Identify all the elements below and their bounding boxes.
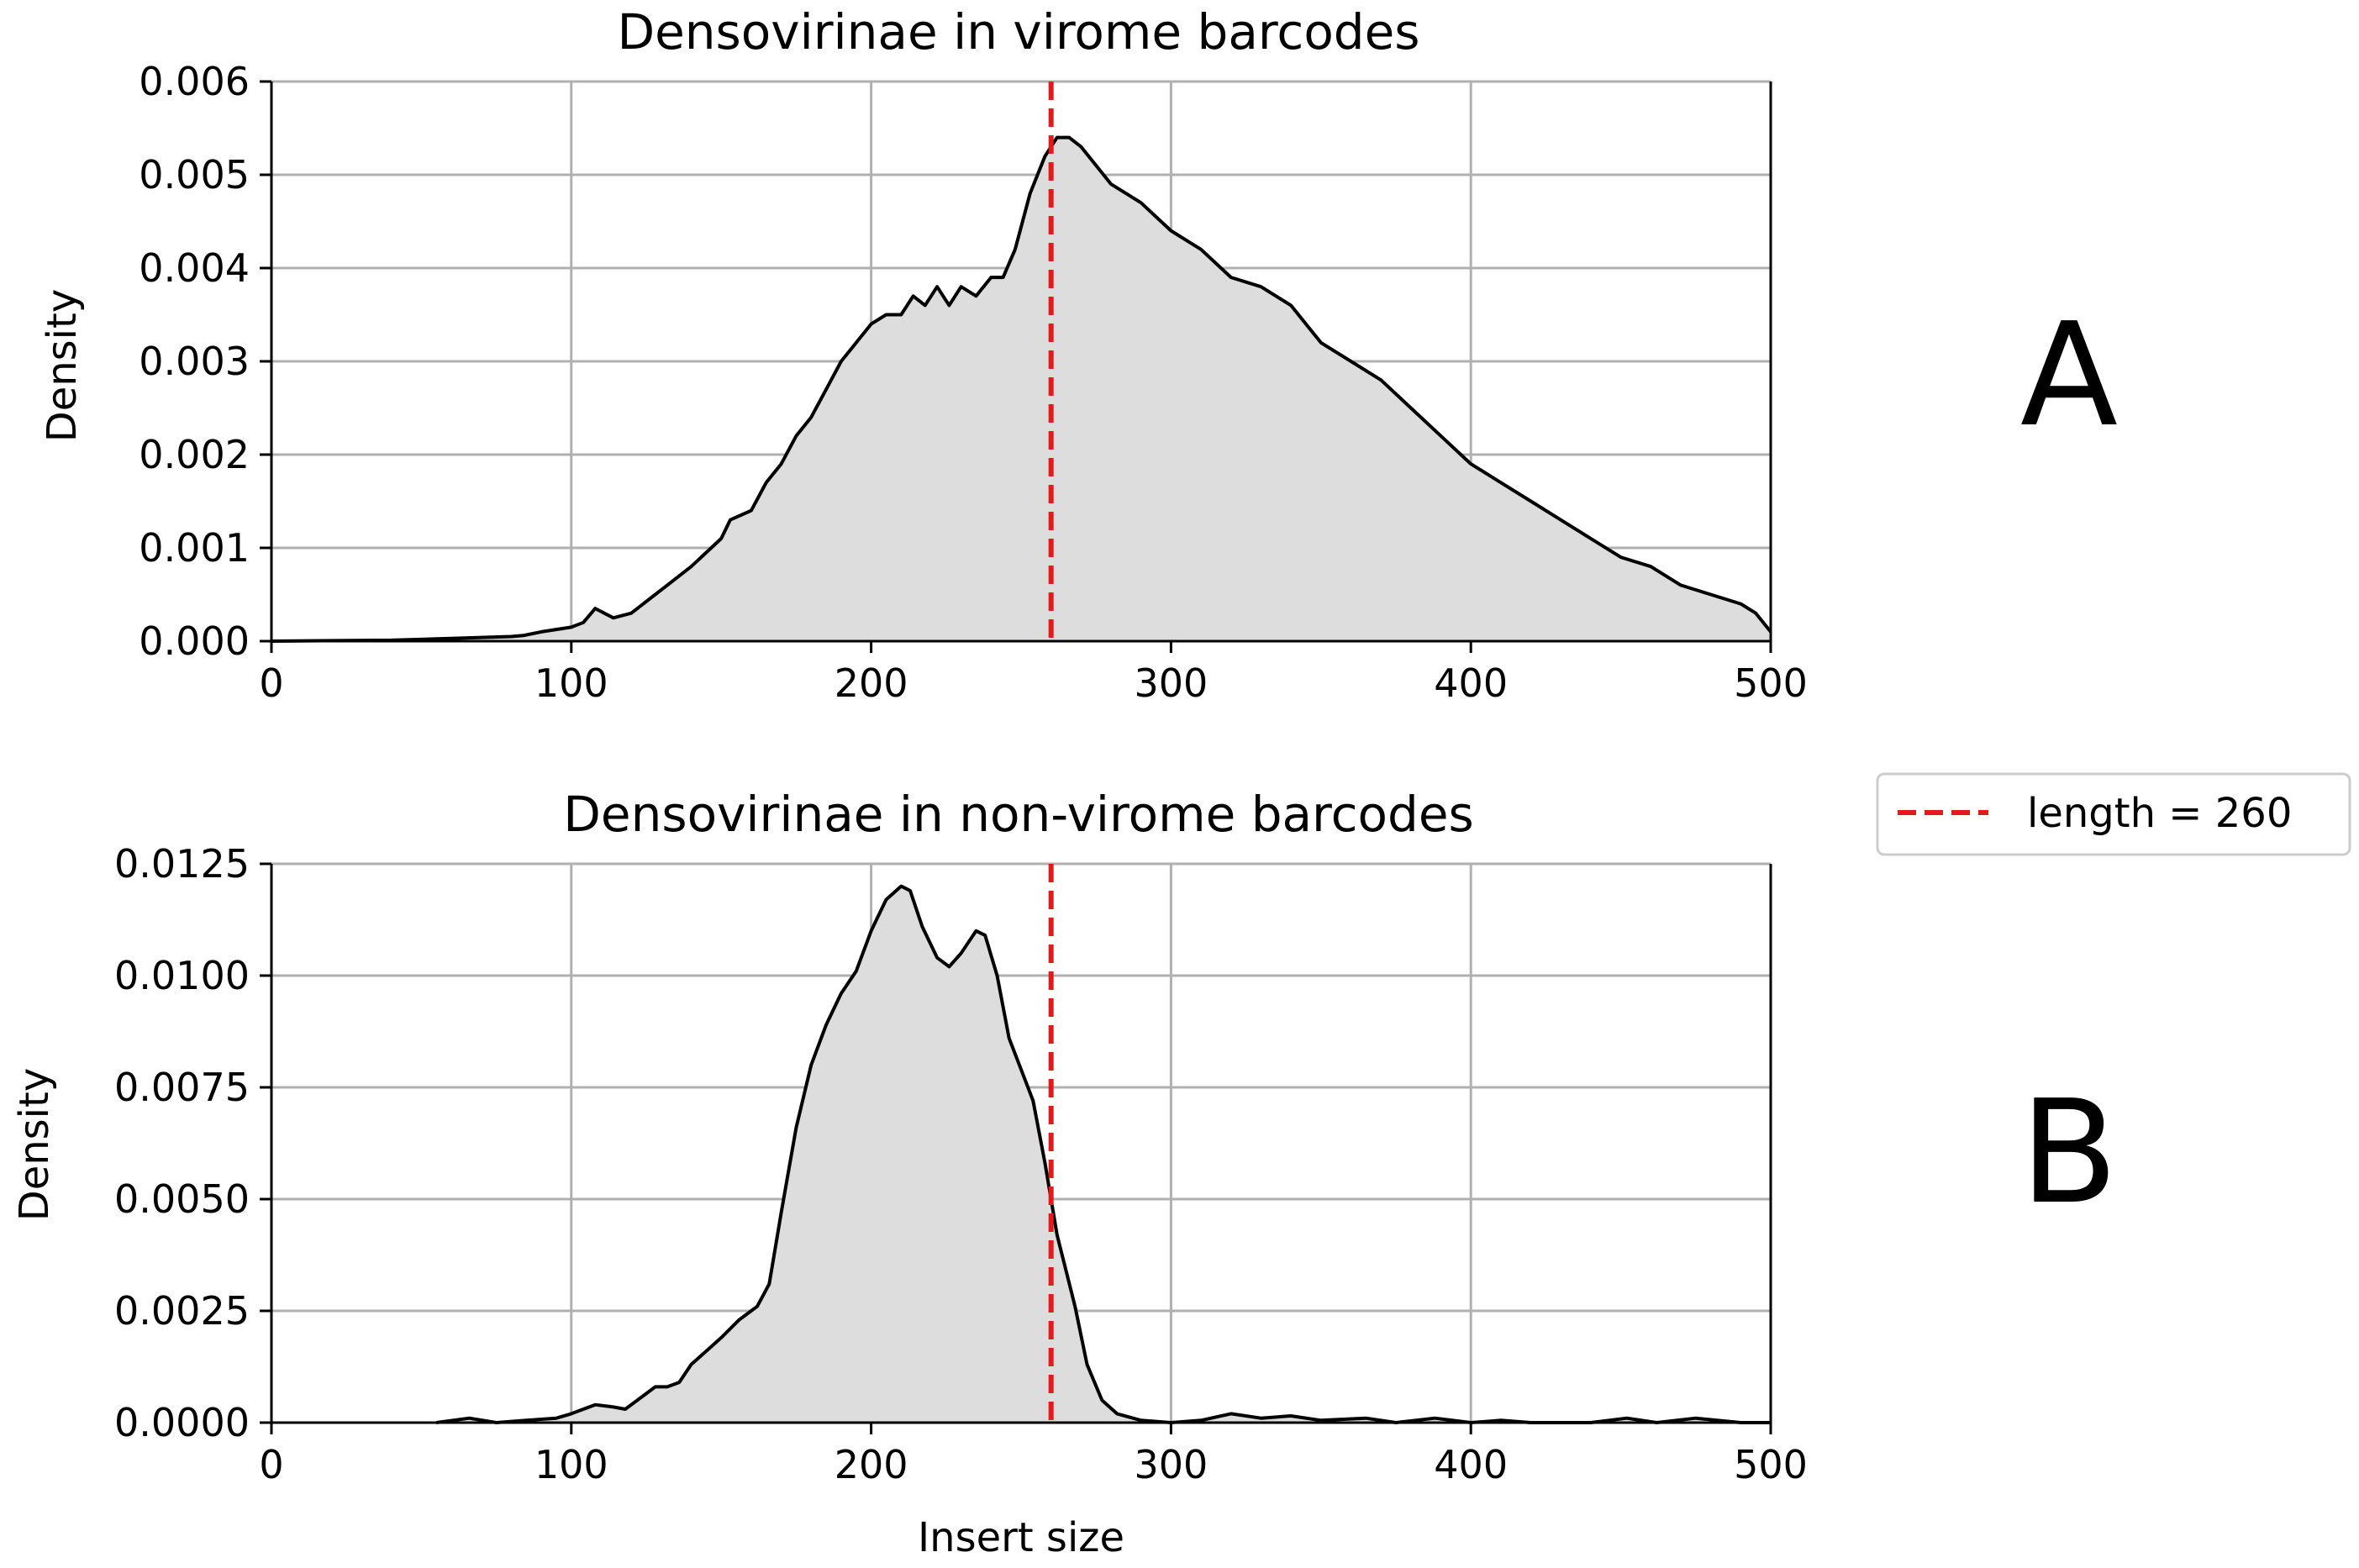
- panel-b-density-area: [436, 886, 1772, 1423]
- y-tick-label: 0.0075: [114, 1065, 250, 1110]
- panel-b-x-axis-label: Insert size: [918, 1514, 1124, 1561]
- y-tick-label: 0.002: [139, 432, 250, 477]
- panel-b: Densovirinae in non-virome barcodes 0 100…: [11, 786, 2118, 1561]
- y-tick-label: 0.000: [139, 618, 250, 664]
- x-tick-label: 0: [259, 660, 283, 706]
- panel-a-x-ticks: 0 100 200 300 400 500: [259, 641, 1808, 706]
- y-tick-label: 0.004: [139, 245, 250, 291]
- x-tick-label: 300: [1134, 660, 1208, 706]
- y-tick-label: 0.003: [139, 339, 250, 384]
- panel-a-density-area: [271, 137, 1771, 642]
- y-tick-label: 0.0100: [114, 953, 250, 998]
- x-tick-label: 0: [259, 1442, 283, 1487]
- panel-b-spines: [270, 864, 1772, 1424]
- x-tick-label: 400: [1434, 660, 1508, 706]
- panel-b-x-ticks: 0 100 200 300 400 500: [259, 1423, 1808, 1487]
- y-tick-label: 0.006: [139, 59, 250, 104]
- panel-b-density-curve: [435, 884, 1771, 1424]
- y-tick-label: 0.005: [139, 152, 250, 197]
- panel-a: Densovirinae in virome barcodes 0 100 200 3…: [39, 3, 2118, 706]
- y-tick-label: 0.001: [139, 525, 250, 571]
- x-tick-label: 500: [1734, 660, 1808, 706]
- panel-a-title: Densovirinae in virome barcodes: [617, 3, 1419, 61]
- panel-a-y-ticks: 0.000 0.001 0.002 0.003 0.004 0.005 0.006: [139, 59, 271, 664]
- x-tick-label: 100: [534, 660, 608, 706]
- y-tick-label: 0.0125: [114, 841, 250, 887]
- panel-a-y-axis-label: Density: [39, 289, 86, 442]
- x-tick-label: 100: [534, 1442, 608, 1487]
- legend: length = 260: [1876, 772, 2351, 856]
- x-tick-label: 200: [835, 660, 908, 706]
- panel-a-letter: A: [2020, 292, 2118, 459]
- panel-b-y-ticks: 0.0000 0.0025 0.0050 0.0075 0.0100 0.0125: [114, 841, 271, 1445]
- legend-frame: [1876, 772, 2351, 856]
- y-tick-label: 0.0025: [114, 1288, 250, 1334]
- x-tick-label: 300: [1134, 1442, 1208, 1487]
- panel-a-density-curve: [271, 135, 1772, 643]
- y-tick-label: 0.0000: [114, 1400, 250, 1445]
- y-tick-label: 0.0050: [114, 1176, 250, 1222]
- x-tick-label: 500: [1734, 1442, 1808, 1487]
- panel-b-y-axis-label: Density: [11, 1068, 58, 1221]
- panel-b-title: Densovirinae in non-virome barcodes: [563, 786, 1473, 843]
- x-tick-label: 400: [1434, 1442, 1508, 1487]
- x-tick-label: 200: [835, 1442, 908, 1487]
- legend-label: length = 260: [2027, 790, 2292, 837]
- panel-b-letter: B: [2020, 1070, 2119, 1236]
